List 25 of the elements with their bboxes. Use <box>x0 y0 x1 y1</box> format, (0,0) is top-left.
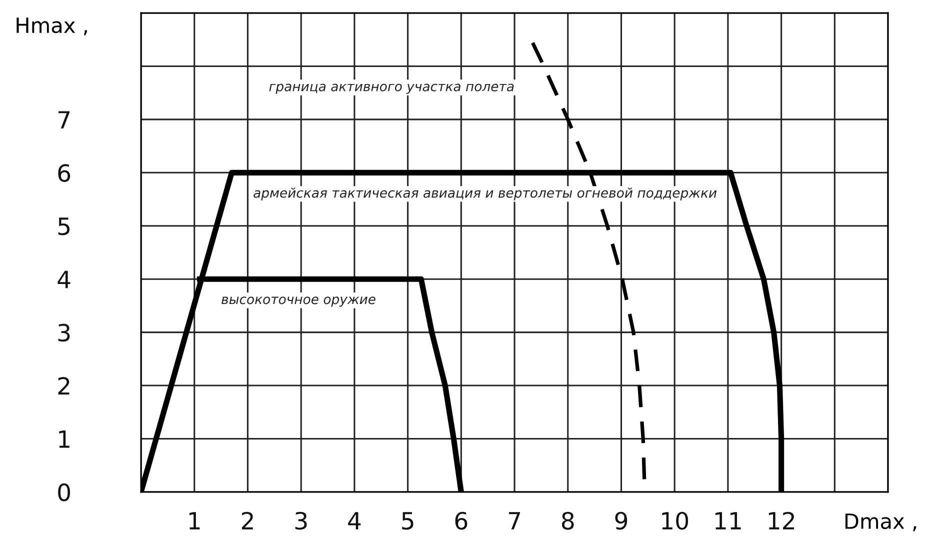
y-axis-title: Hmax , <box>16 18 87 36</box>
x-tick-label: 4 <box>348 512 361 530</box>
x-tick-label: 11 <box>716 512 741 530</box>
y-tick-label: 0 <box>58 483 70 502</box>
x-axis-title: Dmax , <box>845 514 916 532</box>
y-tick-label: 6 <box>58 164 70 182</box>
x-tick-label: 9 <box>615 512 628 530</box>
x-tick-label: 1 <box>189 512 200 530</box>
x-tick-label: 3 <box>295 512 307 530</box>
x-tick-label: 8 <box>562 512 574 530</box>
y-tick-label: 2 <box>58 376 70 395</box>
x-tick-label: 6 <box>455 512 468 530</box>
x-tick-label: 10 <box>662 512 688 530</box>
y-tick-label: 1 <box>59 430 70 448</box>
y-tick-label: 7 <box>58 111 70 128</box>
x-tick-label: 2 <box>242 512 253 530</box>
series-label: армейская тактическая авиация и вертолеты огневой поддержки <box>254 188 717 200</box>
y-tick-label: 5 <box>58 218 70 236</box>
y-tick-label: 4 <box>58 270 70 288</box>
x-tick-label: 5 <box>402 512 414 530</box>
y-tick-label: 3 <box>58 324 70 342</box>
x-tick-label: 12 <box>768 512 794 530</box>
text: граница активного участка полета <box>269 84 514 94</box>
series-label: высокоточное оружие <box>222 296 376 307</box>
x-tick-label: 7 <box>508 512 520 530</box>
